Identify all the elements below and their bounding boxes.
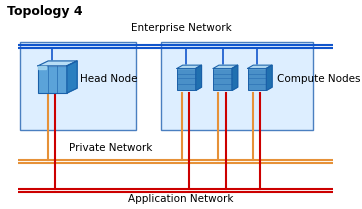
Text: Enterprise Network: Enterprise Network [131, 23, 231, 33]
Text: Head Node: Head Node [80, 74, 137, 84]
FancyBboxPatch shape [248, 69, 266, 90]
FancyBboxPatch shape [38, 66, 67, 93]
Polygon shape [196, 65, 202, 90]
Text: Private Network: Private Network [69, 143, 152, 153]
Polygon shape [38, 61, 77, 66]
Text: Topology 4: Topology 4 [7, 5, 83, 18]
FancyBboxPatch shape [177, 69, 196, 90]
Text: Compute Nodes: Compute Nodes [277, 74, 361, 84]
FancyBboxPatch shape [161, 42, 313, 130]
Polygon shape [213, 65, 238, 69]
Polygon shape [67, 61, 77, 93]
Polygon shape [266, 65, 272, 90]
FancyBboxPatch shape [213, 69, 232, 90]
FancyBboxPatch shape [20, 42, 136, 130]
Polygon shape [177, 65, 202, 69]
Polygon shape [248, 65, 272, 69]
Text: Application Network: Application Network [128, 194, 234, 204]
Polygon shape [38, 66, 46, 69]
Polygon shape [232, 65, 238, 90]
